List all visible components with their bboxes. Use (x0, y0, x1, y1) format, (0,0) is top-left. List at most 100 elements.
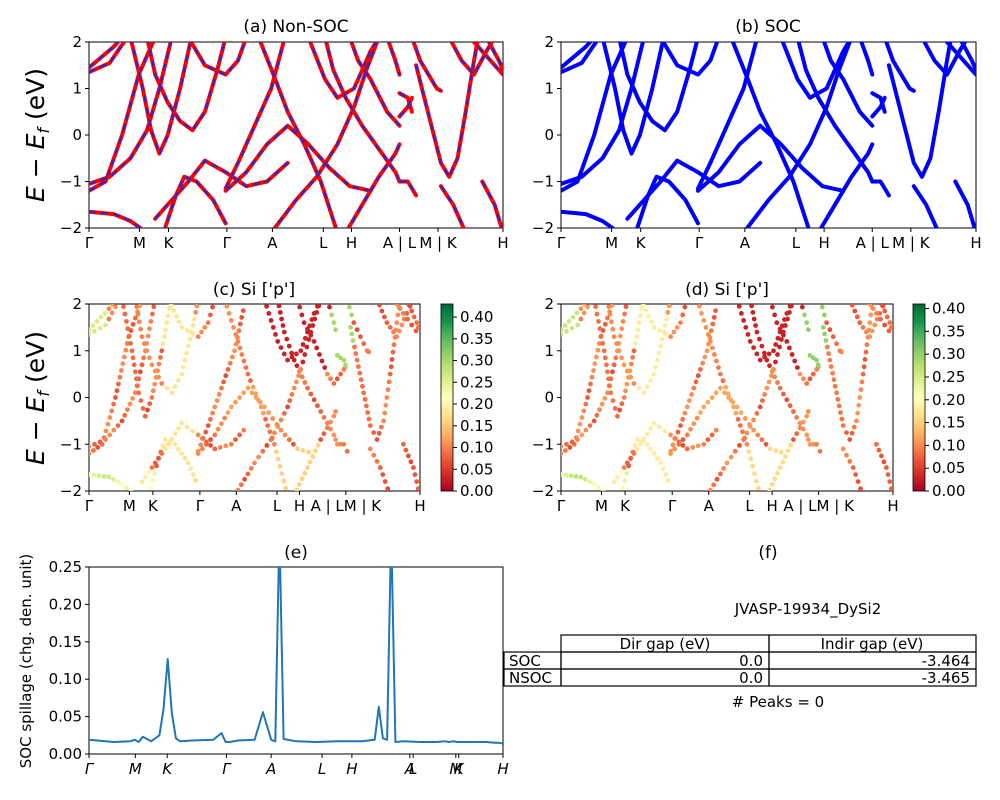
projection-point (233, 399, 238, 405)
projection-point (184, 424, 190, 430)
x-tick-label: L (319, 234, 328, 252)
projection-point (343, 362, 348, 368)
projection-point (578, 474, 584, 480)
projection-point (142, 413, 148, 419)
colorbar-tick-label: 0.05 (460, 460, 493, 478)
projection-point (210, 410, 216, 416)
projection-point (561, 472, 564, 477)
projection-point (119, 368, 124, 373)
x-tick-label: A | LM | K (783, 497, 855, 515)
projection-point (631, 348, 637, 354)
projection-point (262, 404, 267, 410)
projection-point (805, 437, 811, 442)
projection-point (794, 415, 800, 420)
projection-point (315, 442, 321, 448)
projection-point (708, 487, 713, 491)
y-tick-label: 2 (72, 33, 82, 51)
projection-point (121, 304, 126, 310)
band-line-soc (618, 42, 699, 133)
projection-point (622, 311, 627, 317)
projection-point (583, 401, 589, 407)
projection-point (662, 323, 668, 328)
x-tick-label: H (887, 497, 898, 515)
projection-point (886, 328, 892, 334)
x-tick-label: M (605, 234, 618, 252)
projection-point (858, 486, 863, 491)
projection-point (212, 446, 218, 452)
projection-point (158, 449, 164, 455)
x-tick-label: L (745, 497, 754, 515)
projection-point (578, 306, 584, 312)
projection-point (676, 441, 682, 447)
projection-point (757, 336, 762, 342)
projection-point (606, 376, 611, 382)
projection-point (110, 476, 116, 482)
projection-point (358, 334, 363, 340)
projection-point (713, 390, 719, 396)
projection-point (237, 345, 243, 351)
projection-point (759, 343, 765, 349)
projection-point (639, 306, 644, 312)
projection-point (89, 332, 92, 337)
projection-point (773, 359, 778, 365)
projection-point (579, 432, 585, 438)
projection-point (610, 369, 615, 375)
projection-point (807, 441, 813, 447)
projection-point (818, 297, 823, 302)
projection-point (678, 320, 683, 326)
projection-point (147, 355, 152, 361)
projection-point (328, 376, 333, 382)
projection-point (243, 365, 249, 370)
projection-point (810, 371, 816, 377)
projection-point (121, 354, 127, 360)
projection-point (278, 345, 284, 350)
projection-point (757, 404, 763, 410)
projection-point (260, 448, 266, 454)
projection-point (745, 332, 751, 337)
projection-point (605, 369, 610, 375)
projection-point (828, 364, 834, 369)
projection-point (306, 449, 311, 455)
colorbar-d (912, 303, 926, 492)
projection-point (167, 439, 173, 445)
table-header-indir: Indir gap (eV) (821, 635, 924, 653)
projection-point (888, 325, 893, 330)
band-line-soc-dashed (89, 42, 155, 192)
projection-point (158, 355, 163, 360)
projection-point (374, 437, 380, 442)
projection-point (752, 471, 757, 476)
projection-point (740, 429, 745, 435)
projection-point (867, 320, 873, 326)
y-tick-label: 0.20 (49, 595, 82, 613)
projection-point (248, 466, 254, 471)
projection-point (149, 395, 155, 400)
projection-point (720, 378, 726, 384)
projection-point (278, 417, 284, 423)
projection-point (204, 441, 209, 447)
projection-point (291, 441, 296, 447)
projection-point (298, 348, 304, 354)
projection-point (574, 310, 580, 316)
projection-point (573, 474, 579, 479)
projection-point (651, 420, 657, 426)
projection-point (614, 341, 619, 347)
x-tick-label: Γ (85, 234, 94, 252)
projection-point (723, 384, 729, 390)
projection-point (156, 374, 161, 380)
projection-point (628, 361, 634, 367)
projection-point (657, 424, 662, 430)
projection-point (815, 362, 821, 368)
projection-point (190, 331, 196, 336)
projection-point (601, 348, 607, 354)
projection-point (631, 381, 637, 386)
projection-point (106, 474, 112, 480)
projection-point (711, 482, 717, 488)
projection-point (787, 345, 792, 351)
projection-point (668, 432, 673, 438)
projection-point (203, 429, 209, 435)
projection-point (805, 409, 811, 414)
projection-point (751, 417, 756, 423)
projection-point (788, 442, 794, 448)
projection-point (297, 482, 302, 487)
projection-point (405, 316, 410, 322)
